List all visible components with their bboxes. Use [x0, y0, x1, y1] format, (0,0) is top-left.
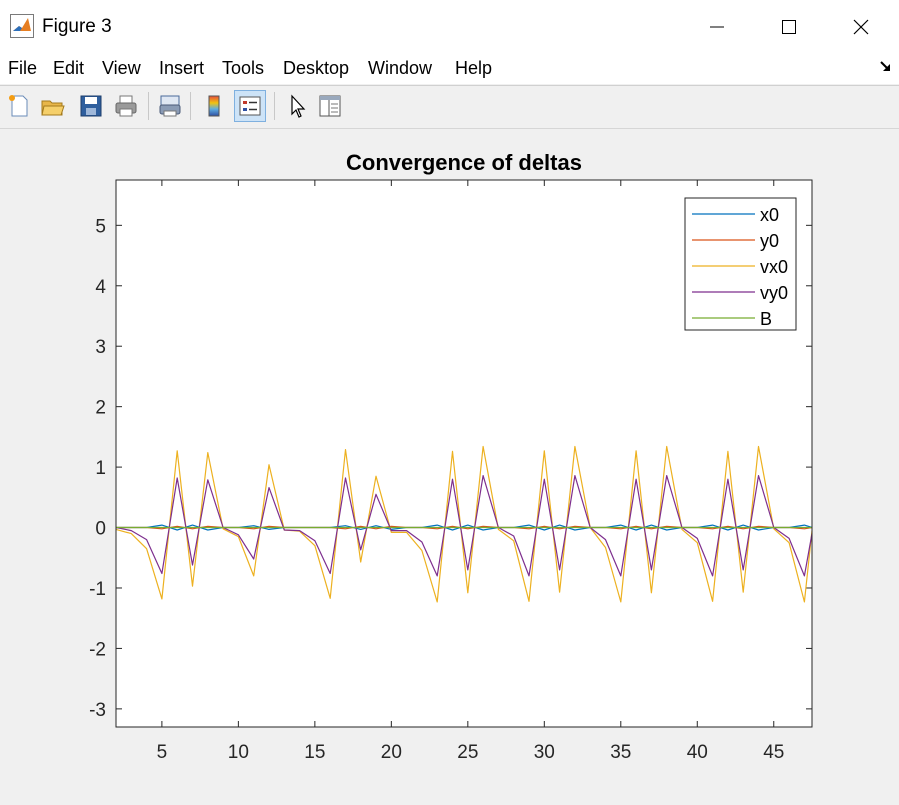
x-tick-label: 30 [534, 742, 555, 763]
menu-desktop[interactable]: Desktop [283, 58, 350, 78]
x-tick-label: 5 [157, 742, 168, 763]
legend-label-y0: y0 [760, 231, 779, 251]
y-tick-label: -2 [89, 639, 106, 660]
menu-window[interactable]: Window [368, 58, 433, 78]
y-tick-label: 1 [95, 458, 106, 479]
x-tick-label: 10 [228, 742, 249, 763]
y-tick-label: 0 [95, 519, 106, 540]
link-plot-icon [159, 95, 181, 117]
legend-button[interactable] [234, 90, 266, 122]
x-tick-label: 45 [763, 742, 784, 763]
menu-help[interactable]: Help [455, 58, 493, 78]
window-title: Figure 3 [42, 16, 112, 37]
toolbar-separator [190, 92, 191, 120]
legend-label-vy0: vy0 [760, 283, 788, 303]
print-button[interactable] [110, 90, 142, 122]
legend-label-b: B [760, 309, 772, 329]
menu-tools[interactable]: Tools [222, 58, 265, 78]
property-inspector-icon [319, 95, 341, 117]
title-bar: Figure 3 [0, 0, 899, 54]
series-line-vx0 [115, 445, 813, 603]
legend-label-x0: x0 [760, 205, 779, 225]
toolbar-separator [274, 92, 275, 120]
y-tick-label: -1 [89, 579, 106, 600]
maximize-button[interactable] [753, 0, 825, 54]
legend-label-vx0: vx0 [760, 257, 788, 277]
x-tick-label: 25 [457, 742, 478, 763]
toolbar-separator [148, 92, 149, 120]
minimize-button[interactable] [681, 0, 753, 54]
colorbar-icon [208, 95, 220, 117]
menu-toolbar-divider [0, 85, 899, 86]
save-button[interactable] [75, 90, 107, 122]
series-line-vy0 [115, 475, 813, 577]
menu-view[interactable]: View [102, 58, 141, 78]
maximize-icon [782, 20, 796, 34]
edit-plot-icon [291, 94, 306, 118]
dock-arrow-icon[interactable] [879, 60, 893, 74]
save-icon [80, 95, 102, 117]
minimize-icon [710, 26, 724, 28]
x-tick-label: 35 [610, 742, 631, 763]
axes-box [115, 179, 813, 728]
y-tick-label: 5 [95, 216, 106, 237]
legend-box[interactable] [684, 197, 797, 331]
x-tick-label: 15 [304, 742, 325, 763]
y-tick-label: -3 [89, 700, 106, 721]
y-tick-label: 3 [95, 337, 106, 358]
y-tick-label: 2 [95, 398, 106, 419]
open-file-icon [41, 100, 65, 116]
menu-bar: File Edit View Insert Tools Desktop Wind… [0, 54, 899, 84]
close-icon [853, 19, 869, 35]
chart-title: Convergence of deltas [346, 150, 582, 175]
property-inspector-button[interactable] [314, 90, 346, 122]
print-icon [115, 95, 137, 117]
menu-insert[interactable]: Insert [159, 58, 205, 78]
new-figure-icon [9, 95, 28, 117]
y-tick-label: 4 [95, 277, 106, 298]
x-tick-label: 20 [381, 742, 402, 763]
menu-file[interactable]: File [8, 58, 38, 78]
matlab-figure-icon [10, 14, 34, 38]
close-button[interactable] [825, 0, 897, 54]
toolbar [0, 86, 899, 128]
edit-plot-button[interactable] [280, 90, 312, 122]
menu-edit[interactable]: Edit [53, 58, 85, 78]
open-file-button[interactable] [37, 90, 69, 122]
figure-canvas: Convergence of deltas 5 10 15 20 25 30 35 40 45 -3… [0, 128, 899, 805]
legend-icon [239, 96, 261, 116]
new-figure-button[interactable] [3, 90, 35, 122]
link-plot-button[interactable] [154, 90, 186, 122]
colorbar-button[interactable] [198, 90, 230, 122]
x-tick-label: 40 [687, 742, 708, 763]
